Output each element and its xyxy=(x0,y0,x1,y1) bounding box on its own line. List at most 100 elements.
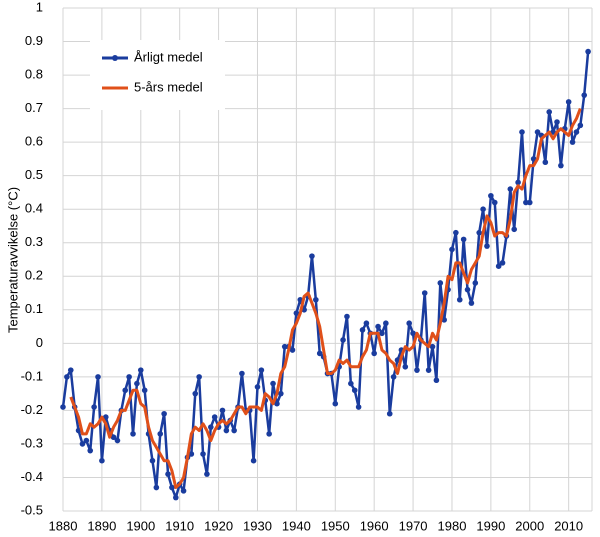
data-point xyxy=(495,263,502,270)
data-point xyxy=(134,380,140,387)
y-tick-label: 0.6 xyxy=(25,134,43,149)
x-tick-label: 1960 xyxy=(360,518,389,533)
data-point xyxy=(472,280,479,286)
data-point xyxy=(79,441,86,447)
data-point xyxy=(309,253,315,259)
data-point xyxy=(122,387,129,394)
data-point xyxy=(83,437,90,444)
data-point xyxy=(200,451,206,457)
data-point xyxy=(289,347,296,353)
data-point xyxy=(433,377,440,384)
x-tick-label: 1990 xyxy=(476,518,505,533)
data-point xyxy=(258,367,265,373)
data-point xyxy=(313,296,319,303)
data-point xyxy=(64,374,70,380)
data-point xyxy=(192,390,199,397)
data-point xyxy=(390,374,397,380)
x-tick-label: 2010 xyxy=(554,518,583,533)
data-point xyxy=(491,199,498,206)
data-point xyxy=(137,367,144,373)
data-point xyxy=(437,280,444,286)
series-line xyxy=(69,108,582,490)
data-point xyxy=(67,367,74,373)
data-point xyxy=(188,451,195,457)
data-point xyxy=(480,206,486,212)
data-point xyxy=(231,427,237,434)
data-point xyxy=(153,484,160,491)
data-point xyxy=(526,199,533,206)
data-point xyxy=(340,337,346,343)
data-point xyxy=(141,387,148,394)
data-point xyxy=(130,431,136,437)
x-tick-label: 1890 xyxy=(87,518,116,533)
data-point xyxy=(577,122,584,129)
legend-label: 5-års medel xyxy=(134,79,203,94)
y-tick-label: 0.8 xyxy=(25,67,43,82)
x-tick-label: 1980 xyxy=(438,518,467,533)
y-tick-label: 0.4 xyxy=(25,201,43,216)
data-point xyxy=(274,400,280,407)
data-point xyxy=(110,434,117,441)
data-point xyxy=(278,390,284,397)
data-point xyxy=(456,296,463,303)
data-point xyxy=(379,330,385,337)
data-point xyxy=(499,260,506,266)
data-point xyxy=(402,364,409,370)
data-point xyxy=(254,384,261,390)
x-tick-label: 1910 xyxy=(165,518,194,533)
data-point xyxy=(449,246,455,253)
data-point xyxy=(558,162,564,169)
data-point xyxy=(507,186,514,192)
x-tick-label: 2000 xyxy=(515,518,544,533)
data-point xyxy=(316,350,323,357)
data-point xyxy=(546,109,553,115)
data-point xyxy=(569,139,576,145)
y-tick-label: 0 xyxy=(36,335,43,350)
y-axis-label: Temperaturavvikelse (°C) xyxy=(5,187,20,333)
data-point xyxy=(476,229,482,236)
data-point xyxy=(383,320,389,327)
x-tick-label: 1930 xyxy=(243,518,272,533)
data-point xyxy=(161,410,167,417)
data-point xyxy=(515,179,521,186)
y-tick-label: -0.2 xyxy=(21,402,43,417)
data-point xyxy=(250,457,257,464)
data-point xyxy=(363,320,370,327)
data-point xyxy=(406,320,412,327)
data-point xyxy=(87,447,94,454)
data-point xyxy=(573,129,580,135)
x-tick-label: 1880 xyxy=(49,518,78,533)
data-point xyxy=(542,159,549,166)
x-tick-label: 1970 xyxy=(399,518,428,533)
data-point xyxy=(91,404,97,410)
y-tick-label: -0.1 xyxy=(21,368,43,383)
data-point xyxy=(239,370,245,377)
x-tick-label: 1900 xyxy=(126,518,155,533)
data-point xyxy=(386,410,393,417)
data-point xyxy=(114,437,121,444)
x-tick-label: 1940 xyxy=(282,518,311,533)
data-point xyxy=(453,229,459,236)
data-point xyxy=(149,457,156,464)
data-point xyxy=(204,471,210,477)
y-tick-label: 0.2 xyxy=(25,268,43,283)
data-point xyxy=(523,199,529,206)
data-point xyxy=(519,129,525,135)
data-point xyxy=(375,323,381,330)
legend-box xyxy=(90,40,225,110)
y-tick-label: 0.7 xyxy=(25,100,43,115)
legend-label: Årligt medel xyxy=(134,49,203,64)
data-point xyxy=(219,407,226,414)
data-point xyxy=(414,367,420,373)
x-tick-label: 1920 xyxy=(204,518,233,533)
legend-marker xyxy=(112,55,118,61)
data-point xyxy=(99,457,105,464)
data-point xyxy=(332,400,339,407)
data-point xyxy=(293,310,300,316)
data-point xyxy=(355,404,362,410)
y-tick-label: 0.5 xyxy=(25,167,43,182)
data-point xyxy=(348,380,354,387)
data-point xyxy=(208,424,214,430)
data-point xyxy=(534,129,541,135)
data-point xyxy=(464,286,471,293)
